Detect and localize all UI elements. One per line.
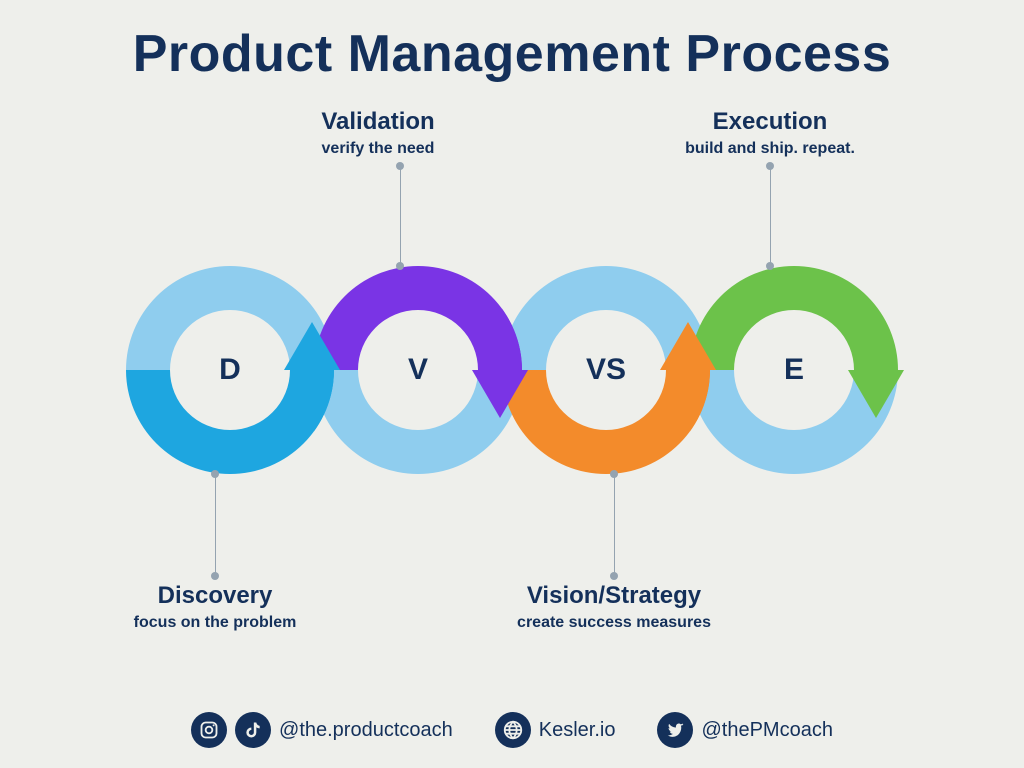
ring-label-e: E <box>784 353 804 387</box>
leader-dot <box>766 262 774 270</box>
leader-line <box>770 166 771 266</box>
leader-dot <box>610 572 618 580</box>
footer-item: Kesler.io <box>495 712 616 748</box>
callout-discovery: Discovery focus on the problem <box>134 582 297 632</box>
footer-text: @the.productcoach <box>279 719 453 742</box>
instagram-icon <box>191 712 227 748</box>
leader-dot <box>396 262 404 270</box>
callout-title: Execution <box>685 108 855 136</box>
ring-label-vs: VS <box>586 353 626 387</box>
callout-vision-strategy: Vision/Strategy create success measures <box>517 582 711 632</box>
leader-line <box>215 474 216 576</box>
footer-text: @thePMcoach <box>701 719 832 742</box>
leader-line <box>400 166 401 266</box>
callout-subtitle: focus on the problem <box>134 614 297 632</box>
callout-validation: Validation verify the need <box>321 108 434 158</box>
leader-dot <box>766 162 774 170</box>
leader-dot <box>211 572 219 580</box>
callout-subtitle: create success measures <box>517 614 711 632</box>
footer-item: @thePMcoach <box>657 712 832 748</box>
callout-subtitle: verify the need <box>321 140 434 158</box>
leader-dot <box>610 470 618 478</box>
process-diagram <box>0 0 1024 768</box>
leader-line <box>614 474 615 576</box>
callout-title: Discovery <box>134 582 297 610</box>
callout-execution: Execution build and ship. repeat. <box>685 108 855 158</box>
leader-dot <box>396 162 404 170</box>
callout-title: Validation <box>321 108 434 136</box>
callout-title: Vision/Strategy <box>517 582 711 610</box>
footer-text: Kesler.io <box>539 719 616 742</box>
footer-item: @the.productcoach <box>191 712 453 748</box>
tiktok-icon <box>235 712 271 748</box>
footer: @the.productcoach Kesler.io @thePMcoach <box>0 712 1024 748</box>
ring-label-d: D <box>219 353 241 387</box>
callout-subtitle: build and ship. repeat. <box>685 140 855 158</box>
ring-label-v: V <box>408 353 428 387</box>
globe-icon <box>495 712 531 748</box>
twitter-icon <box>657 712 693 748</box>
leader-dot <box>211 470 219 478</box>
